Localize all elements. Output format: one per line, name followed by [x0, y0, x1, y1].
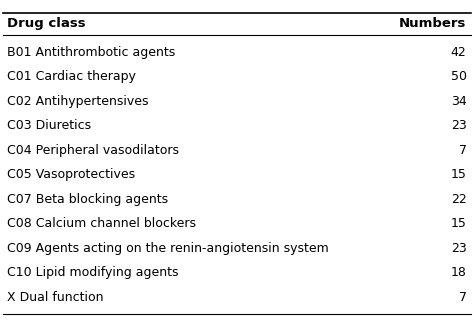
- Text: 34: 34: [451, 95, 466, 108]
- Text: 22: 22: [451, 193, 466, 206]
- Text: C07 Beta blocking agents: C07 Beta blocking agents: [8, 193, 169, 206]
- Text: 7: 7: [458, 144, 466, 157]
- Text: Drug class: Drug class: [8, 17, 86, 30]
- Text: C08 Calcium channel blockers: C08 Calcium channel blockers: [8, 217, 196, 230]
- Text: 23: 23: [451, 242, 466, 255]
- Text: C05 Vasoprotectives: C05 Vasoprotectives: [8, 168, 136, 181]
- Text: 15: 15: [451, 168, 466, 181]
- Text: 18: 18: [451, 266, 466, 279]
- Text: C01 Cardiac therapy: C01 Cardiac therapy: [8, 70, 137, 83]
- Text: 50: 50: [451, 70, 466, 83]
- Text: 23: 23: [451, 119, 466, 132]
- Text: 42: 42: [451, 46, 466, 59]
- Text: C09 Agents acting on the renin-angiotensin system: C09 Agents acting on the renin-angiotens…: [8, 242, 329, 255]
- Text: 15: 15: [451, 217, 466, 230]
- Text: B01 Antithrombotic agents: B01 Antithrombotic agents: [8, 46, 176, 59]
- Text: 7: 7: [458, 291, 466, 304]
- Text: C02 Antihypertensives: C02 Antihypertensives: [8, 95, 149, 108]
- Text: C03 Diuretics: C03 Diuretics: [8, 119, 91, 132]
- Text: C04 Peripheral vasodilators: C04 Peripheral vasodilators: [8, 144, 180, 157]
- Text: C10 Lipid modifying agents: C10 Lipid modifying agents: [8, 266, 179, 279]
- Text: X Dual function: X Dual function: [8, 291, 104, 304]
- Text: Numbers: Numbers: [399, 17, 466, 30]
